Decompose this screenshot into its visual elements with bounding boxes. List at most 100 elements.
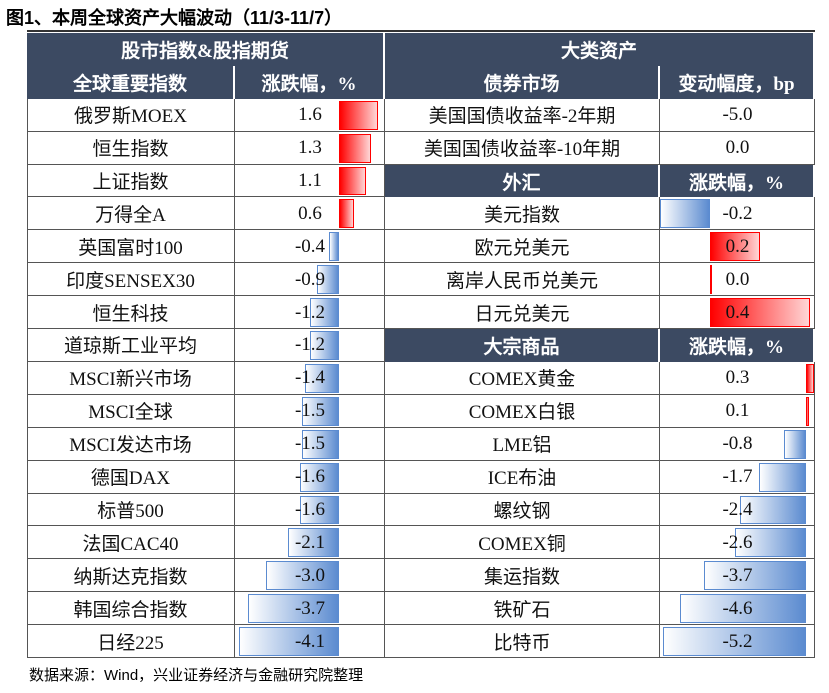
cell-text: -4.1	[294, 630, 326, 652]
column-header: 涨跌幅，%	[660, 329, 815, 362]
data-bar	[302, 396, 339, 426]
cell-text: 0.4	[725, 301, 750, 323]
value-text: -0.8	[660, 428, 815, 461]
cell-text: 1.3	[298, 137, 322, 159]
cell-text: COMEX铜	[478, 533, 566, 555]
cell-text: -1.2	[294, 334, 326, 356]
value-text: 0.3	[660, 362, 815, 395]
value-text: -1.7	[660, 461, 815, 494]
cell-text: 韩国综合指数	[73, 599, 188, 621]
cell-text: 道琼斯工业平均	[63, 336, 197, 358]
data-bar	[660, 199, 710, 229]
data-bar	[710, 298, 810, 328]
value-cell	[235, 263, 385, 297]
name-cell: 比特币	[385, 625, 660, 658]
cell-text: 0.0	[725, 137, 750, 159]
name-cell: COMEX白银	[385, 394, 660, 428]
cell-text: -0.4	[294, 235, 326, 257]
cell-text: 债券市场	[483, 73, 560, 95]
cell-text: -1.6	[294, 498, 326, 520]
cell-text: 上证指数	[92, 172, 169, 194]
name-cell: LME铝	[385, 427, 660, 461]
value-text: -3.7	[660, 559, 815, 592]
cell-text: 法国CAC40	[82, 533, 179, 555]
cell-text: 恒生科技	[92, 303, 169, 325]
value-text: 0.0	[660, 132, 815, 165]
value-cell	[660, 592, 815, 626]
value-cell	[235, 559, 385, 593]
name-cell: ICE布油	[385, 460, 660, 494]
name-cell: 螺纹钢	[385, 493, 660, 527]
value-text: -0.4	[235, 230, 385, 263]
value-cell	[660, 263, 815, 297]
value-cell	[660, 131, 815, 165]
name-cell: 集运指数	[385, 559, 660, 593]
cell-text: 铁矿石	[493, 599, 551, 621]
cell-text: -0.2	[722, 202, 753, 224]
cell-text: 印度SENSEX30	[66, 270, 195, 292]
cell-text: 欧元兑美元	[474, 237, 570, 259]
data-bar	[339, 199, 354, 229]
name-cell: 标普500	[27, 493, 235, 527]
cell-text: -3.7	[722, 564, 753, 586]
data-bar	[248, 594, 339, 624]
column-header: 债券市场	[385, 65, 660, 99]
cell-text: -2.1	[294, 531, 326, 553]
name-cell: 英国富时100	[27, 230, 235, 264]
cell-text: 0.0	[725, 268, 750, 290]
data-bar	[316, 265, 339, 295]
cell-text: 大宗商品	[483, 336, 560, 358]
cell-text: -1.7	[722, 466, 753, 488]
cell-text: 英国富时100	[78, 237, 183, 259]
value-cell	[660, 230, 815, 264]
column-header: 涨跌幅，%	[660, 164, 815, 198]
name-cell: 韩国综合指数	[27, 592, 235, 626]
value-text: -2.4	[660, 494, 815, 527]
cell-text: -1.6	[294, 466, 326, 488]
value-text: 0.4	[660, 296, 815, 329]
value-cell	[660, 526, 815, 560]
value-cell	[235, 361, 385, 395]
cell-text: 集运指数	[483, 566, 560, 588]
cell-text: LME铝	[492, 435, 552, 457]
value-text: 1.1	[235, 165, 385, 198]
value-cell	[660, 361, 815, 395]
cell-text: MSCI发达市场	[69, 435, 192, 457]
value-text: 0.2	[660, 230, 815, 263]
value-cell	[660, 559, 815, 593]
cell-text: MSCI全球	[88, 402, 173, 424]
value-text: -5.0	[660, 99, 815, 132]
value-cell	[235, 394, 385, 428]
cell-text: COMEX黄金	[468, 369, 576, 391]
cell-text: 0.6	[298, 202, 322, 224]
value-text: -1.2	[235, 296, 385, 329]
cell-text: 标普500	[97, 500, 164, 522]
cell-text: 离岸人民币兑美元	[445, 270, 598, 292]
value-cell	[235, 230, 385, 264]
data-bar	[734, 528, 806, 558]
value-cell	[235, 131, 385, 165]
name-cell: 日经225	[27, 625, 235, 658]
name-cell: MSCI全球	[27, 394, 235, 428]
cell-text: 美元指数	[483, 204, 560, 226]
name-cell: 纳斯达克指数	[27, 559, 235, 593]
cell-text: -1.5	[294, 433, 326, 455]
cell-text: -2.4	[722, 498, 753, 520]
cell-text: -3.0	[294, 564, 326, 586]
value-text: -0.9	[235, 263, 385, 296]
cell-text: 外汇	[502, 172, 541, 194]
value-cell	[235, 296, 385, 330]
cell-text: -1.4	[294, 367, 326, 389]
value-text: -0.2	[660, 197, 815, 230]
data-bar	[309, 298, 339, 328]
name-cell: 欧元兑美元	[385, 230, 660, 264]
name-cell: 美国国债收益率-10年期	[385, 131, 660, 165]
cell-text: 变动幅度，bp	[678, 73, 795, 95]
cell-text: -2.6	[722, 531, 753, 553]
value-text: -1.6	[235, 461, 385, 494]
data-bar	[740, 495, 806, 525]
value-cell	[235, 427, 385, 461]
data-bar	[287, 528, 339, 558]
cell-text: -0.9	[294, 268, 326, 290]
